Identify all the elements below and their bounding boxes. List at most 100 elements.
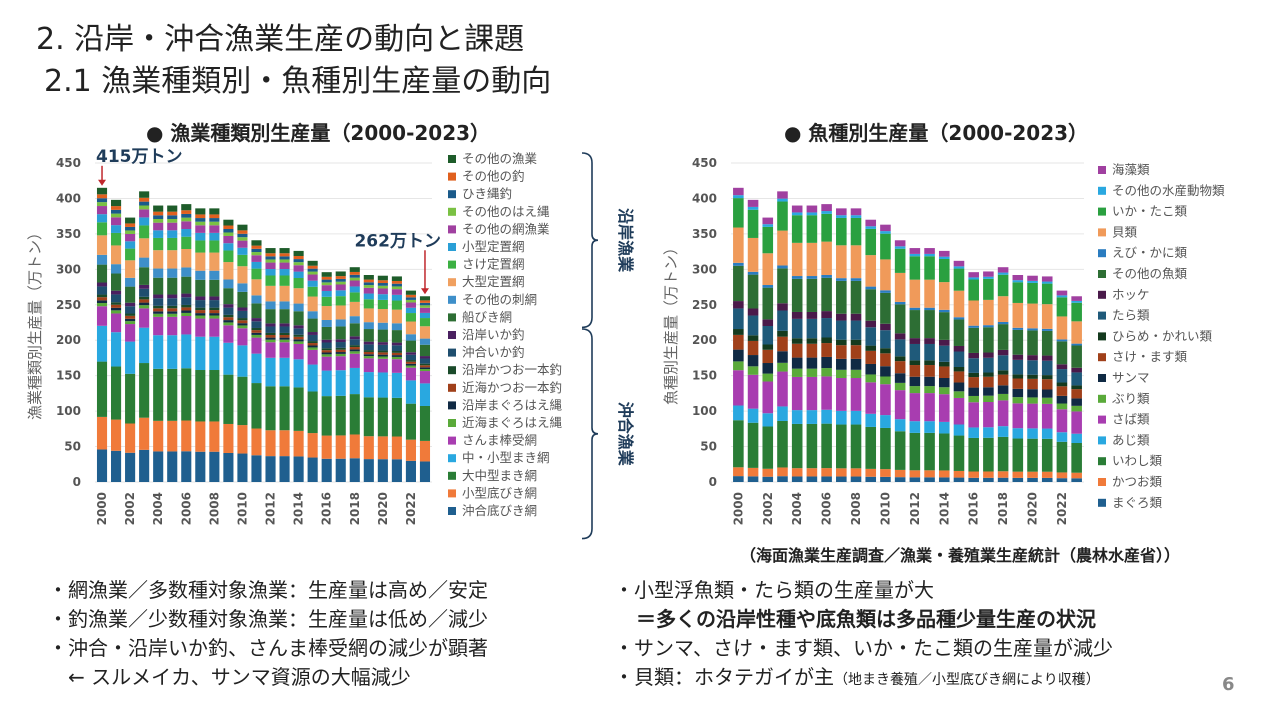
left-bar-segment bbox=[181, 229, 192, 237]
right-bar-segment bbox=[806, 343, 818, 358]
left-bar-segment bbox=[153, 451, 164, 482]
left-bar-segment bbox=[335, 458, 346, 482]
right-bar-segment bbox=[938, 250, 950, 257]
left-bar-segment bbox=[125, 452, 136, 482]
left-bar-segment bbox=[153, 368, 164, 421]
right-bar-segment bbox=[909, 338, 921, 344]
left-bar-segment bbox=[96, 294, 108, 298]
left-x-tick-label: 2020 bbox=[376, 492, 390, 525]
right-bar-segment bbox=[983, 278, 994, 300]
left-bar-segment bbox=[349, 274, 360, 278]
left-bar-segment bbox=[293, 456, 304, 482]
left-bar-segment bbox=[195, 221, 206, 226]
left-bar-segment bbox=[321, 350, 332, 353]
right-bar-segment bbox=[850, 369, 862, 379]
left-legend-swatch bbox=[448, 348, 456, 357]
left-bar-segment bbox=[293, 265, 304, 272]
left-bar-segment bbox=[195, 451, 206, 482]
right-bar-segment bbox=[894, 382, 906, 391]
right-bar-segment bbox=[791, 242, 803, 277]
left-annotation-arrowhead bbox=[420, 288, 429, 295]
left-bar-segment bbox=[237, 224, 248, 231]
left-bar-segment bbox=[265, 386, 276, 431]
right-bar-segment bbox=[865, 426, 877, 469]
left-bar-segment bbox=[377, 356, 388, 359]
right-bar-segment bbox=[1012, 354, 1024, 360]
left-bar-segment bbox=[96, 254, 108, 265]
right-bar-segment bbox=[791, 338, 803, 344]
right-bar-segment bbox=[953, 366, 965, 372]
left-bar-segment bbox=[265, 262, 276, 270]
left-bar-segment bbox=[111, 213, 122, 218]
right-bar-segment bbox=[762, 468, 774, 477]
right-bar-segment bbox=[997, 267, 1009, 273]
right-bar-segment bbox=[1027, 374, 1038, 379]
right-bar-segment bbox=[850, 339, 862, 346]
left-bar-segment bbox=[195, 315, 206, 319]
right-bar-segment bbox=[938, 282, 950, 310]
left-bar-segment bbox=[111, 225, 122, 233]
right-bar-segment bbox=[1012, 388, 1024, 398]
right-bar-segment bbox=[865, 228, 877, 256]
left-bar-segment bbox=[237, 266, 248, 284]
right-bar-segment bbox=[938, 366, 950, 379]
left-bar-segment bbox=[279, 337, 290, 340]
right-bar-segment bbox=[983, 299, 994, 326]
left-bar-segment bbox=[223, 304, 234, 308]
right-bar-segment bbox=[1012, 280, 1024, 283]
left-bar-segment bbox=[209, 270, 220, 280]
left-bar-segment bbox=[307, 260, 318, 266]
right-legend-entry: いか・たこ類 bbox=[1112, 204, 1188, 219]
left-bar-segment bbox=[363, 293, 374, 300]
left-bar-segment bbox=[377, 397, 388, 437]
right-bar-segment bbox=[968, 327, 979, 353]
left-bar-segment bbox=[321, 348, 332, 351]
right-bar-segment bbox=[821, 211, 832, 214]
left-bar-segment bbox=[335, 352, 346, 354]
right-bar-segment bbox=[880, 233, 891, 260]
right-bar-segment bbox=[894, 356, 906, 362]
right-bar-segment bbox=[968, 277, 979, 280]
right-bar-segment bbox=[821, 409, 832, 424]
left-bar-segment bbox=[125, 373, 136, 424]
left-legend-swatch bbox=[448, 260, 456, 269]
left-bar-segment bbox=[265, 309, 276, 324]
right-bar-segment bbox=[880, 376, 891, 385]
right-legend-entry: あじ類 bbox=[1112, 432, 1150, 447]
left-bar-segment bbox=[405, 354, 416, 361]
left-bar-segment bbox=[279, 335, 290, 338]
left-bar-segment bbox=[405, 367, 416, 381]
left-bar-segment bbox=[279, 386, 290, 431]
left-bar-segment bbox=[209, 313, 220, 316]
right-legend-entry: サンマ bbox=[1112, 370, 1150, 385]
left-bar-segment bbox=[111, 206, 122, 210]
left-bar-segment bbox=[96, 286, 108, 295]
left-bar-segment bbox=[335, 347, 346, 350]
right-bar-segment bbox=[777, 351, 788, 363]
left-bar-segment bbox=[335, 342, 346, 348]
left-legend-swatch bbox=[448, 313, 456, 322]
right-bar-segment bbox=[821, 476, 832, 482]
left-bar-segment bbox=[279, 259, 290, 263]
right-bar-segment bbox=[791, 278, 803, 312]
right-bar-segment bbox=[1012, 471, 1024, 478]
right-bar-segment bbox=[836, 320, 847, 340]
left-legend-swatch bbox=[448, 331, 456, 339]
right-bar-segment bbox=[953, 317, 965, 320]
left-bar-segment bbox=[125, 302, 136, 307]
right-bar-segment bbox=[894, 339, 906, 357]
left-bar-segment bbox=[279, 332, 290, 336]
right-bar-segment bbox=[983, 325, 994, 328]
right-bar-segment bbox=[894, 240, 906, 247]
left-bar-segment bbox=[419, 305, 431, 308]
right-bar-segment bbox=[762, 349, 774, 364]
left-bar-segment bbox=[363, 344, 374, 351]
left-bar-segment bbox=[293, 359, 304, 388]
left-bar-segment bbox=[391, 345, 402, 352]
left-bar-segment bbox=[265, 323, 276, 327]
right-bar-segment bbox=[791, 311, 803, 319]
right-bar-segment bbox=[836, 476, 847, 482]
left-bar-segment bbox=[209, 252, 220, 271]
right-bar-segment bbox=[894, 248, 906, 273]
left-bar-segment bbox=[363, 282, 374, 286]
